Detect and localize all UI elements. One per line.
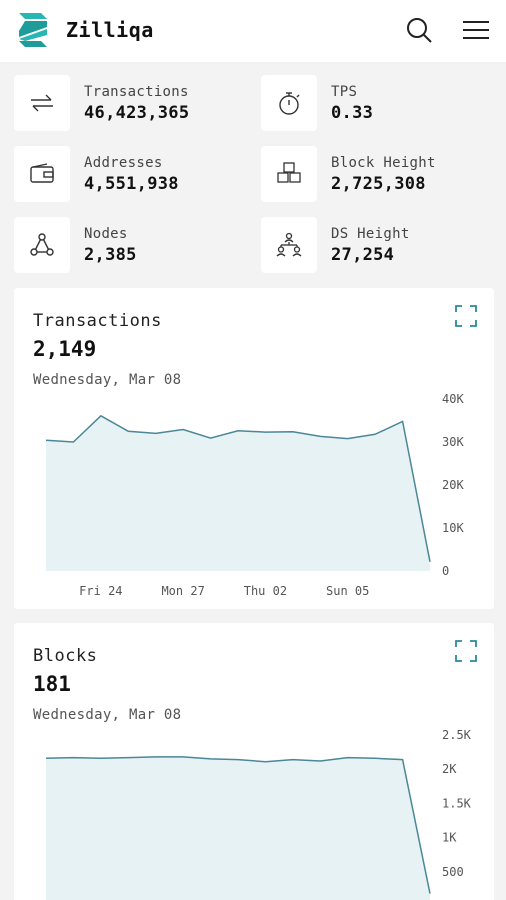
- transactions-stat-value: 46,423,365: [84, 103, 190, 123]
- series-line: [45, 414, 431, 562]
- expand-icon[interactable]: [455, 305, 477, 327]
- addresses-stat-icon-box: [14, 146, 70, 202]
- blocks-chart: 500 1K 1.5K 2K 2.5K: [45, 728, 472, 900]
- ds-height-stat-label: DS Height: [331, 226, 410, 242]
- y-tick-label: 1.5K: [442, 796, 472, 810]
- y-tick-label: 1K: [442, 831, 457, 845]
- tps-stat-icon-box: [261, 75, 317, 131]
- y-tick-label: 10K: [442, 521, 464, 535]
- block-height-stat-label: Block Height: [331, 155, 436, 171]
- y-tick-label: 2.5K: [442, 728, 472, 742]
- transfer-icon: [31, 94, 53, 112]
- x-tick-label: Mon 27: [161, 584, 204, 598]
- tps-stat-value: 0.33: [331, 103, 374, 123]
- series-line: [45, 756, 431, 894]
- chart-date: Wednesday, Mar 08: [33, 707, 182, 723]
- y-tick-label: 2K: [442, 762, 457, 776]
- tps-stat-label: TPS: [331, 84, 358, 100]
- search-icon[interactable]: [403, 14, 435, 46]
- hierarchy-icon: [276, 232, 302, 257]
- addresses-stat-label: Addresses: [84, 155, 163, 171]
- y-tick-label: 20K: [442, 478, 464, 492]
- transactions-chart: 0 10K 20K 30K 40K Fri 24 Mon 27 Thu 02 Sun 05: [45, 392, 464, 598]
- app-header: Zilliqa: [0, 0, 506, 62]
- chart-title: Blocks: [33, 646, 98, 666]
- zilliqa-logo-icon[interactable]: [17, 11, 49, 49]
- wallet-icon: [30, 163, 54, 183]
- nodes-stat-icon-box: [14, 217, 70, 273]
- nodes-stat-value: 2,385: [84, 245, 137, 265]
- ds-height-stat-value: 27,254: [331, 245, 395, 265]
- y-tick-label: 0: [442, 564, 449, 578]
- transactions-chart-card: Transactions 2,149 Wednesday, Mar 08 0 10…: [14, 288, 494, 609]
- expand-icon[interactable]: [455, 640, 477, 662]
- brand-name: Zilliqa: [66, 18, 154, 42]
- hamburger-menu-icon[interactable]: [460, 14, 492, 46]
- chart-value: 181: [33, 672, 71, 696]
- stopwatch-icon: [279, 92, 300, 115]
- blocks-chart-card: Blocks 181 Wednesday, Mar 08 500 1K 1.5K 2K…: [14, 623, 494, 900]
- transactions-stat-icon-box: [14, 75, 70, 131]
- x-tick-label: Fri 24: [79, 584, 122, 598]
- y-tick-label: 40K: [442, 392, 464, 406]
- addresses-stat-value: 4,551,938: [84, 174, 179, 194]
- chart-date: Wednesday, Mar 08: [33, 372, 182, 388]
- chart-value: 2,149: [33, 337, 97, 361]
- y-tick-label: 500: [442, 865, 464, 879]
- series-area: [46, 756, 430, 900]
- x-tick-label: Thu 02: [244, 584, 287, 598]
- ds-height-stat-icon-box: [261, 217, 317, 273]
- nodes-stat-label: Nodes: [84, 226, 128, 242]
- x-tick-label: Sun 05: [326, 584, 369, 598]
- block-height-stat-icon-box: [261, 146, 317, 202]
- chart-title: Transactions: [33, 311, 162, 331]
- block-height-stat-value: 2,725,308: [331, 174, 426, 194]
- series-area: [46, 415, 430, 571]
- transactions-stat-label: Transactions: [84, 84, 189, 100]
- blocks-icon: [277, 162, 301, 183]
- y-tick-label: 30K: [442, 435, 464, 449]
- nodes-icon: [30, 233, 54, 256]
